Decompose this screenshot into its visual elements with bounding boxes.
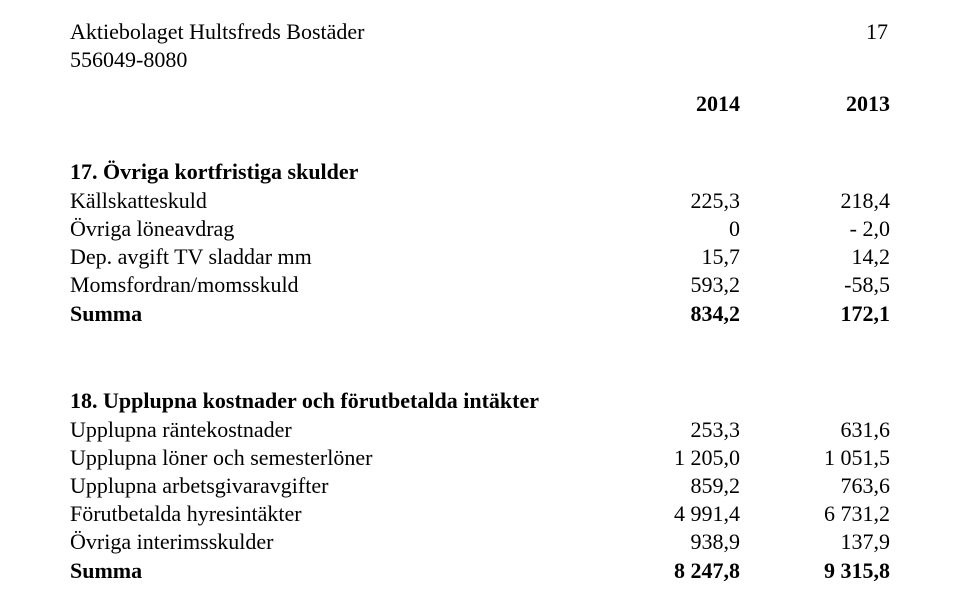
company-name: Aktiebolaget Hultsfreds Bostäder bbox=[70, 18, 365, 46]
row-value-2013: 137,9 bbox=[740, 528, 890, 556]
row-value-2013: 6 731,2 bbox=[740, 500, 890, 528]
section-18-table: Upplupna räntekostnader 253,3 631,6 Uppl… bbox=[70, 416, 890, 585]
table-row: Förutbetalda hyresintäkter 4 991,4 6 731… bbox=[70, 500, 890, 528]
row-label: Källskatteskuld bbox=[70, 187, 590, 215]
table-row: Dep. avgift TV sladdar mm 15,7 14,2 bbox=[70, 243, 890, 271]
table-row: Övriga interimsskulder 938,9 137,9 bbox=[70, 528, 890, 556]
row-value-2014: 859,2 bbox=[590, 472, 740, 500]
row-value-2014: 1 205,0 bbox=[590, 444, 740, 472]
sum-value-2014: 8 247,8 bbox=[590, 557, 740, 585]
page-number: 17 bbox=[866, 18, 890, 46]
section-17: 17. Övriga kortfristiga skulder Källskat… bbox=[70, 159, 890, 328]
section-18-title: 18. Upplupna kostnader och förutbetalda … bbox=[70, 388, 890, 414]
row-label: Övriga löneavdrag bbox=[70, 215, 590, 243]
table-sum-row: Summa 834,2 172,1 bbox=[70, 300, 890, 328]
row-value-2014: 4 991,4 bbox=[590, 500, 740, 528]
sum-value-2013: 172,1 bbox=[740, 300, 890, 328]
year-col-1: 2014 bbox=[590, 91, 740, 117]
sum-label: Summa bbox=[70, 300, 590, 328]
row-label: Momsfordran/momsskuld bbox=[70, 271, 590, 299]
sum-value-2014: 834,2 bbox=[590, 300, 740, 328]
row-label: Upplupna arbetsgivaravgifter bbox=[70, 472, 590, 500]
table-sum-row: Summa 8 247,8 9 315,8 bbox=[70, 557, 890, 585]
table-row: Momsfordran/momsskuld 593,2 -58,5 bbox=[70, 271, 890, 299]
row-value-2013: -58,5 bbox=[740, 271, 890, 299]
org-number: 556049-8080 bbox=[70, 46, 365, 74]
section-18: 18. Upplupna kostnader och förutbetalda … bbox=[70, 388, 890, 585]
row-value-2014: 938,9 bbox=[590, 528, 740, 556]
row-value-2013: 763,6 bbox=[740, 472, 890, 500]
table-row: Upplupna räntekostnader 253,3 631,6 bbox=[70, 416, 890, 444]
page: Aktiebolaget Hultsfreds Bostäder 556049-… bbox=[0, 0, 960, 602]
section-17-table: Källskatteskuld 225,3 218,4 Övriga lönea… bbox=[70, 187, 890, 328]
table-row: Övriga löneavdrag 0 - 2,0 bbox=[70, 215, 890, 243]
page-header: Aktiebolaget Hultsfreds Bostäder 556049-… bbox=[70, 18, 890, 73]
year-col-2: 2013 bbox=[740, 91, 890, 117]
row-label: Upplupna löner och semesterlöner bbox=[70, 444, 590, 472]
section-17-title: 17. Övriga kortfristiga skulder bbox=[70, 159, 890, 185]
row-value-2014: 253,3 bbox=[590, 416, 740, 444]
row-value-2013: - 2,0 bbox=[740, 215, 890, 243]
row-value-2014: 593,2 bbox=[590, 271, 740, 299]
row-label: Övriga interimsskulder bbox=[70, 528, 590, 556]
row-value-2013: 14,2 bbox=[740, 243, 890, 271]
row-value-2014: 0 bbox=[590, 215, 740, 243]
row-label: Dep. avgift TV sladdar mm bbox=[70, 243, 590, 271]
table-row: Källskatteskuld 225,3 218,4 bbox=[70, 187, 890, 215]
column-years: 2014 2013 bbox=[70, 91, 890, 117]
row-value-2014: 225,3 bbox=[590, 187, 740, 215]
sum-label: Summa bbox=[70, 557, 590, 585]
table-row: Upplupna löner och semesterlöner 1 205,0… bbox=[70, 444, 890, 472]
row-value-2013: 1 051,5 bbox=[740, 444, 890, 472]
row-value-2014: 15,7 bbox=[590, 243, 740, 271]
row-value-2013: 631,6 bbox=[740, 416, 890, 444]
row-label: Upplupna räntekostnader bbox=[70, 416, 590, 444]
header-left: Aktiebolaget Hultsfreds Bostäder 556049-… bbox=[70, 18, 365, 73]
row-label: Förutbetalda hyresintäkter bbox=[70, 500, 590, 528]
sum-value-2013: 9 315,8 bbox=[740, 557, 890, 585]
row-value-2013: 218,4 bbox=[740, 187, 890, 215]
table-row: Upplupna arbetsgivaravgifter 859,2 763,6 bbox=[70, 472, 890, 500]
